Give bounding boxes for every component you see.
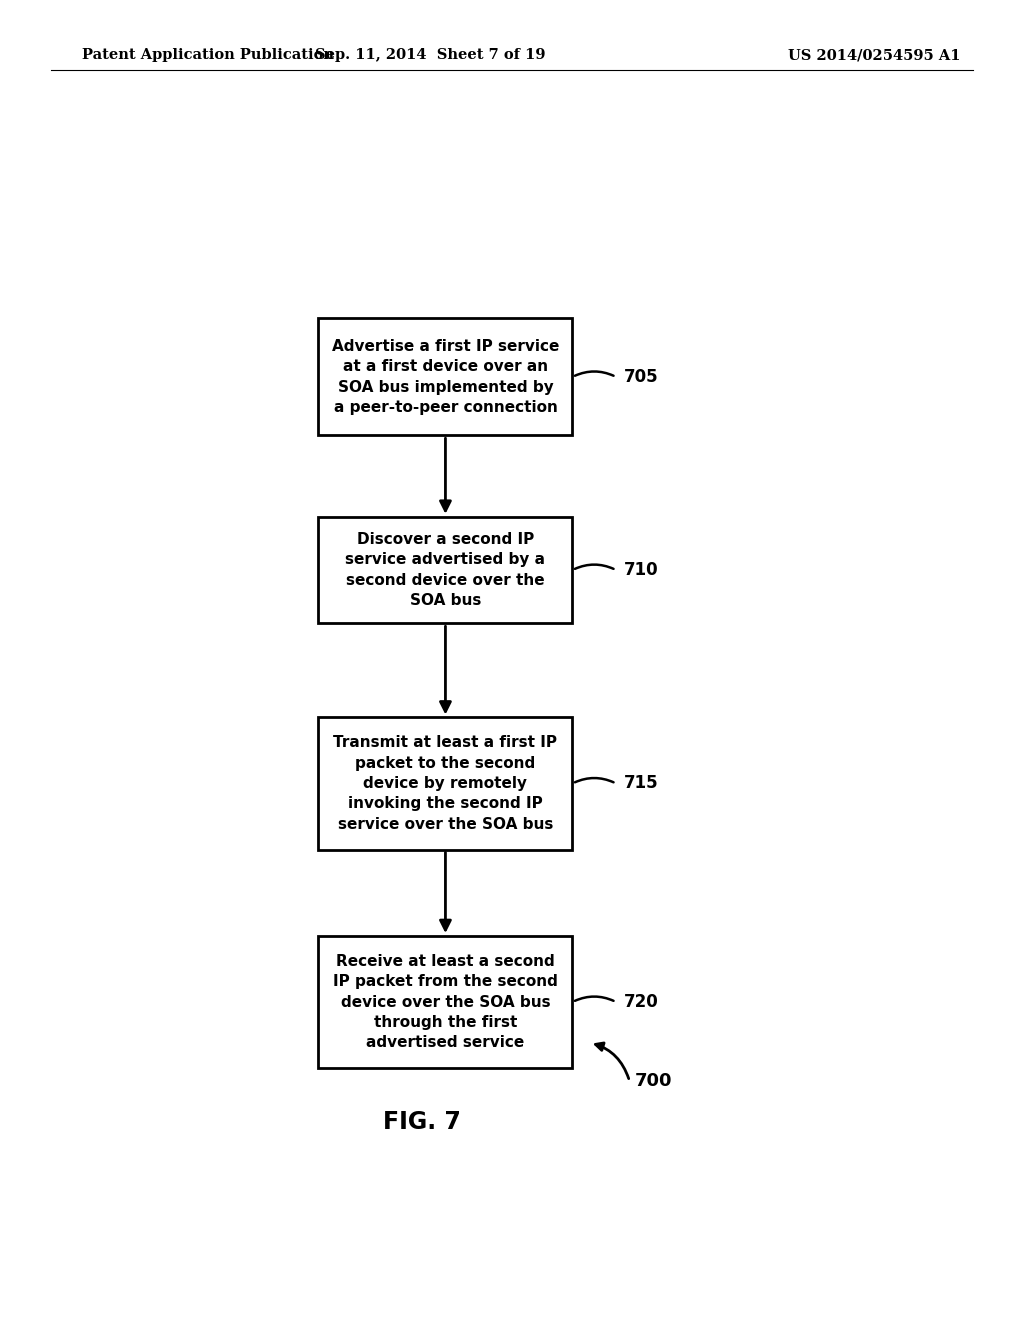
Text: Advertise a first IP service
at a first device over an
SOA bus implemented by
a : Advertise a first IP service at a first … xyxy=(332,339,559,414)
Text: 700: 700 xyxy=(634,1072,672,1090)
Text: 720: 720 xyxy=(624,993,658,1011)
Text: 715: 715 xyxy=(624,775,658,792)
Bar xyxy=(318,936,572,1068)
Text: US 2014/0254595 A1: US 2014/0254595 A1 xyxy=(788,49,961,62)
Text: Transmit at least a first IP
packet to the second
device by remotely
invoking th: Transmit at least a first IP packet to t… xyxy=(334,735,557,832)
Text: Receive at least a second
IP packet from the second
device over the SOA bus
thro: Receive at least a second IP packet from… xyxy=(333,954,558,1051)
Text: 705: 705 xyxy=(624,368,658,385)
Text: 710: 710 xyxy=(624,561,658,579)
Bar xyxy=(318,516,572,623)
Bar xyxy=(318,318,572,436)
Text: Discover a second IP
service advertised by a
second device over the
SOA bus: Discover a second IP service advertised … xyxy=(345,532,546,609)
Text: FIG. 7: FIG. 7 xyxy=(383,1110,461,1134)
Bar xyxy=(318,718,572,850)
Text: Patent Application Publication: Patent Application Publication xyxy=(82,49,334,62)
Text: Sep. 11, 2014  Sheet 7 of 19: Sep. 11, 2014 Sheet 7 of 19 xyxy=(314,49,546,62)
